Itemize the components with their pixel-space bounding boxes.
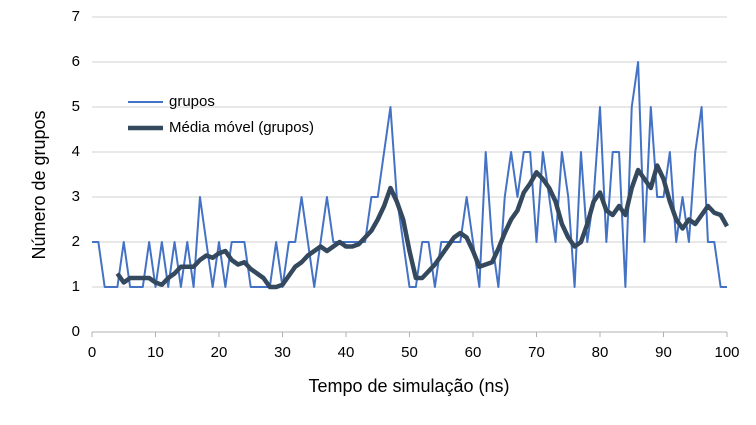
x-tick-label: 80	[592, 344, 609, 361]
series-line	[115, 163, 729, 290]
y-tick-label: 4	[72, 143, 80, 160]
legend-label: grupos	[169, 93, 215, 110]
x-tick-label: 40	[338, 344, 355, 361]
x-tick-label: 90	[655, 344, 672, 361]
x-tick-label: 0	[88, 344, 96, 361]
x-tick-label: 100	[714, 344, 739, 361]
x-axis-title: Tempo de simulação (ns)	[308, 376, 509, 396]
legend-label: Média móvel (grupos)	[169, 119, 314, 136]
x-tick-label: 50	[401, 344, 418, 361]
y-tick-label: 2	[72, 233, 80, 250]
y-axis-title: Número de grupos	[29, 110, 49, 259]
x-tick-label: 30	[274, 344, 291, 361]
y-tick-label: 6	[72, 53, 80, 70]
y-tick-label: 3	[72, 188, 80, 205]
x-tick-label: 70	[528, 344, 545, 361]
y-tick-label: 7	[72, 8, 80, 25]
series-line	[92, 61, 727, 288]
x-tick-label: 10	[147, 344, 164, 361]
y-tick-label: 0	[72, 323, 80, 340]
y-tick-label: 1	[72, 278, 80, 295]
y-tick-label: 5	[72, 98, 80, 115]
x-tick-label: 60	[465, 344, 482, 361]
x-tick-label: 20	[211, 344, 228, 361]
